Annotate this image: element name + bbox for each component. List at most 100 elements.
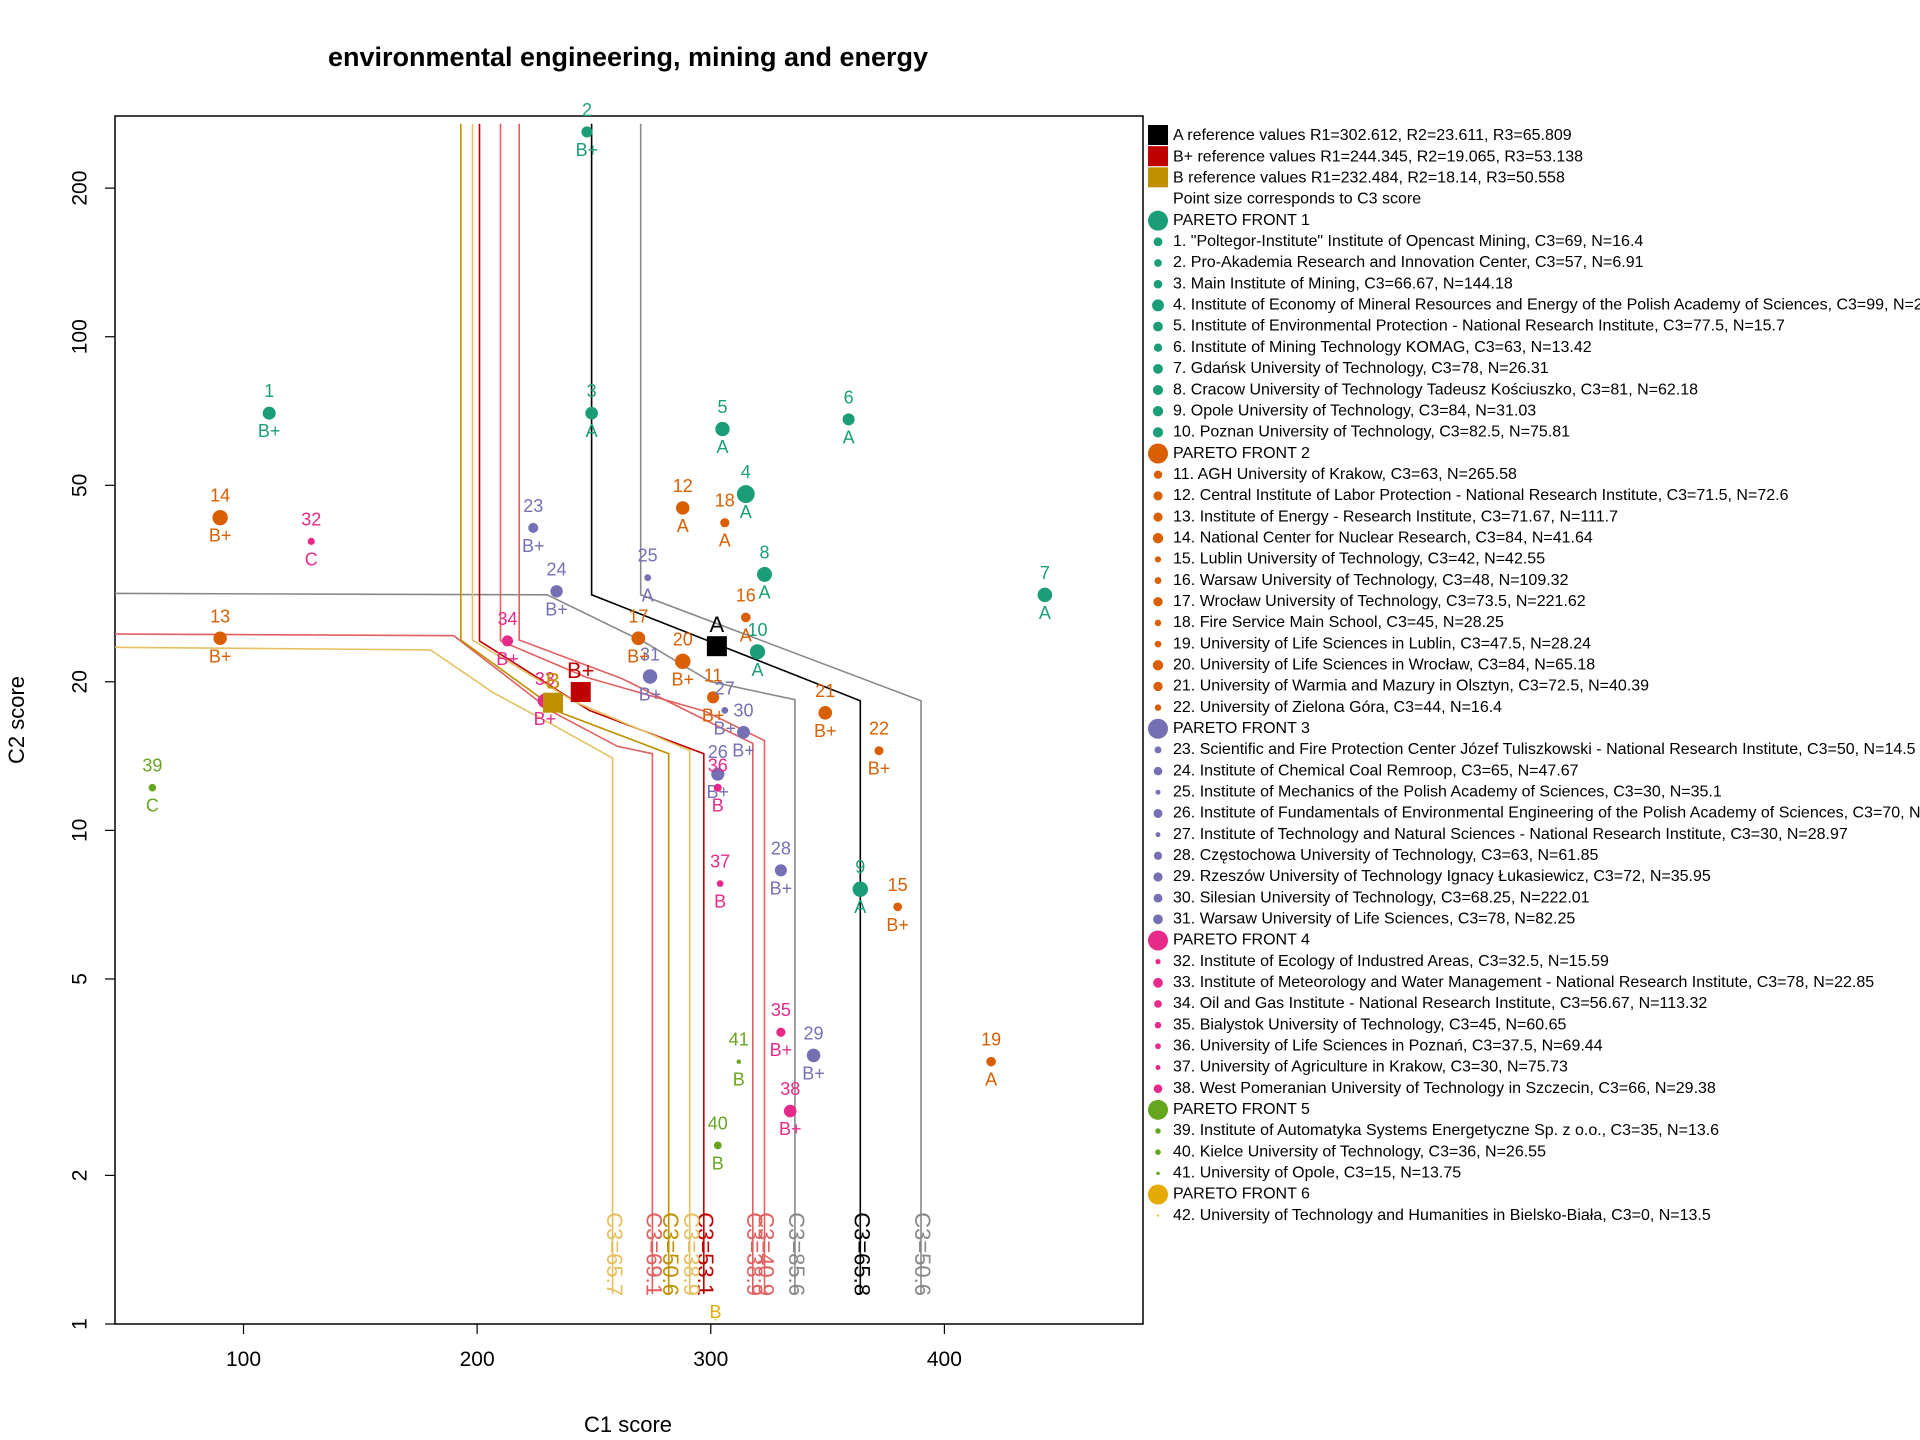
legend-front-title: PARETO FRONT 6 (1173, 1186, 1310, 1203)
point-number-label: 19 (981, 1030, 1001, 1050)
x-tick-label: 100 (226, 1348, 261, 1371)
data-point (501, 635, 514, 647)
legend-item-marker (1153, 808, 1163, 818)
legend-item: 6. Institute of Mining Technology KOMAG,… (1173, 339, 1592, 356)
point-grade-label: C (146, 796, 159, 816)
legend-item: 39. Institute of Automatyka Systems Ener… (1173, 1122, 1719, 1139)
legend-item-marker (1153, 977, 1163, 988)
point-grade-label: A (642, 586, 654, 606)
point-grade-label: B+ (702, 705, 725, 725)
legend-item-marker (1154, 619, 1162, 627)
data-point (806, 1048, 821, 1063)
data-point (1037, 587, 1053, 603)
legend-item-marker (1152, 384, 1164, 396)
y-tick-label: 100 (69, 319, 92, 354)
point-number-label: 36 (708, 756, 728, 776)
boundary-label: C3=38.9 (742, 1212, 767, 1296)
legend-item-marker (1155, 789, 1161, 795)
legend-item-marker (1154, 1000, 1162, 1008)
point-number-label: 31 (640, 644, 660, 664)
legend-item-marker (1152, 299, 1164, 312)
legend-item: 27. Institute of Technology and Natural … (1173, 826, 1848, 843)
legend-front-title: PARETO FRONT 2 (1173, 445, 1310, 462)
y-tick-label: 50 (69, 474, 92, 497)
point-grade-label: B+ (209, 646, 232, 666)
data-point (675, 653, 691, 670)
legend-item: 17. Wrocław University of Technology, C3… (1173, 593, 1586, 610)
boundary-label: C3=40.9 (754, 1212, 779, 1296)
point-grade-label: B+ (770, 1040, 793, 1060)
legend-item-marker (1153, 237, 1163, 247)
boundary-label: C3=85.6 (784, 1212, 809, 1296)
legend-swatch (1148, 146, 1168, 167)
data-point (874, 746, 884, 756)
reference-boundary-line (639, 123, 922, 1294)
legend-item: 14. National Center for Nuclear Research… (1173, 529, 1593, 546)
point-grade-label: B+ (496, 649, 519, 669)
point-grade-label: A (677, 516, 689, 536)
legend-item-marker (1155, 1128, 1161, 1134)
legend-item-marker (1155, 1043, 1161, 1050)
legend-entry: B+ reference values R1=244.345, R2=19.06… (1173, 148, 1583, 165)
legend-swatch (1148, 167, 1168, 188)
data-point (852, 881, 869, 897)
legend-front-title: PARETO FRONT 1 (1173, 212, 1310, 229)
reference-boundary-line (115, 646, 614, 1294)
point-grade-label: B (712, 796, 724, 816)
point-grade-label: A (719, 531, 731, 551)
reference-boundary-line (115, 633, 654, 1294)
data-point (776, 1027, 786, 1037)
data-point (716, 880, 724, 888)
legend-item-marker (1154, 704, 1162, 711)
legend-front-title: PARETO FRONT 5 (1173, 1101, 1310, 1118)
point-grade-label: B+ (802, 1063, 825, 1083)
data-point (720, 518, 730, 528)
point-number-label: 1 (264, 381, 274, 401)
point-grade-label: B (733, 1070, 745, 1090)
point-number-label: 4 (741, 462, 751, 482)
legend-item: 22. University of Zielona Góra, C3=44, N… (1173, 699, 1502, 716)
y-tick-label: 10 (69, 819, 92, 842)
x-tick-label: 200 (460, 1348, 495, 1371)
legend-front-marker (1148, 1099, 1168, 1120)
legend-item-marker (1153, 597, 1163, 607)
reference-point-label: A (710, 612, 725, 637)
data-point (262, 406, 276, 420)
data-point (715, 421, 730, 437)
reference-boundary-line (499, 123, 766, 1294)
y-axis-label: C2 score (4, 676, 29, 764)
data-point (631, 631, 646, 646)
point-grade-label: A (985, 1070, 997, 1090)
legend-item: 15. Lublin University of Technology, C3=… (1173, 551, 1545, 568)
legend-item-marker (1154, 746, 1162, 754)
legend-item: 42. University of Technology and Humanit… (1173, 1207, 1711, 1224)
legend-front-title: PARETO FRONT 3 (1173, 720, 1310, 737)
data-point (148, 783, 157, 792)
legend-item: 33. Institute of Meteorology and Water M… (1173, 974, 1874, 991)
legend-item: 30. Silesian University of Technology, C… (1173, 889, 1590, 906)
boundary-label: C3=50.6 (658, 1212, 683, 1296)
y-tick-label: 1 (69, 1318, 92, 1330)
data-point (749, 644, 766, 660)
point-number-label: 25 (638, 546, 658, 566)
legend-item: 10. Poznan University of Technology, C3=… (1173, 424, 1570, 441)
legend-item-marker (1155, 959, 1161, 965)
legend-front-marker (1148, 210, 1168, 231)
legend-item-marker (1153, 343, 1163, 352)
reference-boundary-line (459, 123, 670, 1294)
data-point (550, 585, 563, 598)
point-grade-label: B+ (732, 740, 755, 760)
point-grade-label: B+ (522, 536, 545, 556)
plot-frame (114, 115, 1144, 1325)
legend-item: 11. AGH University of Krakow, C3=63, N=2… (1173, 466, 1517, 483)
chart-title: environmental engineering, mining and en… (328, 42, 928, 72)
reference-points: AB+B (543, 612, 727, 713)
data-point (893, 902, 903, 912)
legend-item-marker (1155, 832, 1161, 838)
boundary-label: C3=65.8 (849, 1212, 874, 1296)
legend-item-marker (1153, 363, 1163, 374)
point-number-label: 3 (587, 381, 597, 401)
legend-front-marker (1148, 443, 1168, 464)
boundary-label: C3=65.7 (602, 1212, 627, 1296)
y-tick-label: 200 (69, 171, 92, 206)
